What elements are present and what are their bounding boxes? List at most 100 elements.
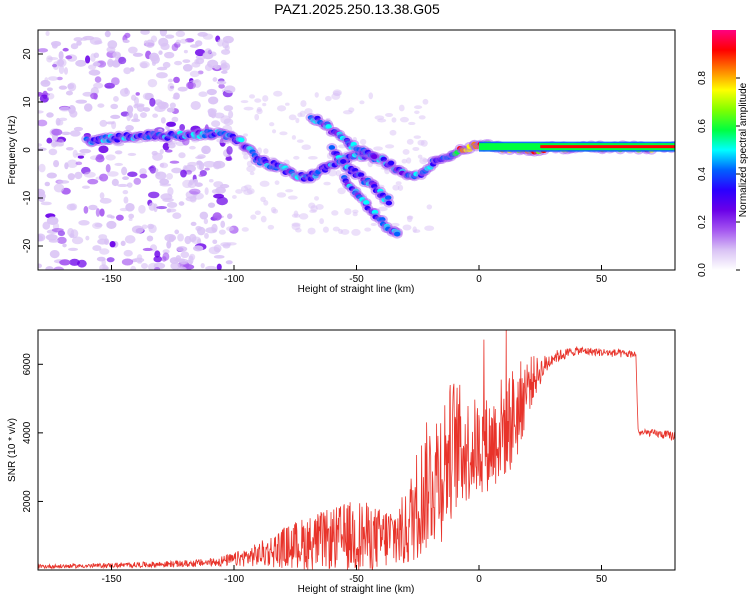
noise-blob xyxy=(288,114,297,121)
noise-blob xyxy=(207,59,219,69)
noise-blob xyxy=(139,112,147,118)
noise-blob xyxy=(68,247,79,252)
chart-title: PAZ1.2025.250.13.38.G05 xyxy=(274,1,440,17)
noise-blob xyxy=(285,189,294,193)
noise-blob xyxy=(279,131,288,136)
noise-blob xyxy=(98,234,108,240)
noise-blob xyxy=(399,116,409,123)
noise-blob xyxy=(166,121,177,127)
ridge-point xyxy=(249,149,256,155)
y-tick-label: -20 xyxy=(22,238,33,253)
noise-blob xyxy=(211,223,218,233)
noise-blob xyxy=(63,67,69,75)
noise-blob xyxy=(377,118,387,123)
noise-blob xyxy=(296,139,304,143)
noise-blob xyxy=(38,119,48,127)
noise-blob xyxy=(218,229,226,235)
noise-blob xyxy=(69,258,80,266)
noise-blob xyxy=(206,88,217,96)
noise-blob xyxy=(104,238,110,245)
noise-blob xyxy=(212,160,222,170)
noise-blob xyxy=(114,162,123,167)
noise-blob xyxy=(175,39,181,45)
noise-blob xyxy=(147,78,158,88)
noise-blob xyxy=(220,70,228,74)
noise-blob xyxy=(48,148,58,156)
noise-blob xyxy=(271,129,277,134)
noise-blob xyxy=(53,159,60,168)
noise-blob xyxy=(212,77,218,82)
noise-blob xyxy=(246,160,253,167)
noise-blob xyxy=(225,156,233,162)
noise-blob xyxy=(262,102,267,107)
noise-blob xyxy=(254,210,261,216)
noise-blob xyxy=(223,118,234,126)
noise-blob xyxy=(205,265,217,270)
noise-blob xyxy=(158,105,165,110)
noise-blob xyxy=(260,215,267,223)
x-tick-label: -100 xyxy=(224,574,244,585)
x-tick-label: 0 xyxy=(476,574,482,585)
noise-blob xyxy=(123,196,129,204)
noise-blob xyxy=(192,178,198,184)
noise-blob xyxy=(72,149,78,158)
noise-blob xyxy=(128,46,138,54)
noise-blob xyxy=(83,171,96,178)
noise-blob xyxy=(154,250,161,258)
noise-blob xyxy=(134,103,145,107)
noise-blob xyxy=(49,249,60,259)
noise-blob xyxy=(69,109,78,118)
noise-blob xyxy=(348,107,355,113)
noise-blob xyxy=(194,48,206,57)
noise-blob xyxy=(99,208,105,217)
noise-blob xyxy=(262,95,269,102)
noise-blob xyxy=(62,47,69,52)
noise-blob xyxy=(131,118,141,123)
noise-blob xyxy=(188,255,194,265)
noise-blob xyxy=(122,176,129,181)
noise-blob xyxy=(171,116,179,123)
noise-blob xyxy=(109,240,116,248)
noise-blob xyxy=(123,67,132,75)
noise-blob xyxy=(187,161,198,167)
noise-blob xyxy=(287,195,298,200)
x-tick-label: -50 xyxy=(349,274,364,285)
noise-blob xyxy=(178,152,186,159)
snr-background xyxy=(38,330,675,570)
spectrogram-y-label: Frequency (Hz) xyxy=(7,116,18,185)
noise-blob xyxy=(57,236,67,244)
ridge-point xyxy=(371,209,379,215)
noise-blob xyxy=(107,171,119,177)
noise-blob xyxy=(274,180,280,185)
noise-blob xyxy=(243,106,254,111)
noise-blob xyxy=(38,197,46,203)
noise-blob xyxy=(46,87,53,92)
noise-blob xyxy=(124,235,136,244)
ridge-point xyxy=(168,131,175,136)
noise-blob xyxy=(322,226,329,233)
noise-blob xyxy=(182,64,193,72)
noise-blob xyxy=(299,110,306,118)
noise-blob xyxy=(131,225,144,234)
noise-blob xyxy=(180,251,190,259)
noise-blob xyxy=(40,201,52,206)
noise-blob xyxy=(406,138,414,145)
y-tick-label: 20 xyxy=(22,48,33,60)
spectrogram-x-axis: -150 -100 -50 0 50 xyxy=(101,265,607,285)
noise-blob xyxy=(250,214,257,220)
noise-blob xyxy=(257,147,262,155)
noise-blob xyxy=(338,144,347,149)
noise-blob xyxy=(203,160,216,168)
noise-blob xyxy=(59,259,71,266)
noise-blob xyxy=(140,30,150,35)
noise-blob xyxy=(149,165,156,174)
noise-blob xyxy=(208,179,214,183)
ridge-point xyxy=(325,124,332,129)
noise-blob xyxy=(38,143,43,147)
ridge-point xyxy=(321,167,329,173)
noise-blob xyxy=(207,96,219,105)
noise-blob xyxy=(391,222,400,227)
noise-blob xyxy=(105,154,116,161)
noise-blob xyxy=(87,178,99,185)
noise-blob xyxy=(207,108,217,115)
